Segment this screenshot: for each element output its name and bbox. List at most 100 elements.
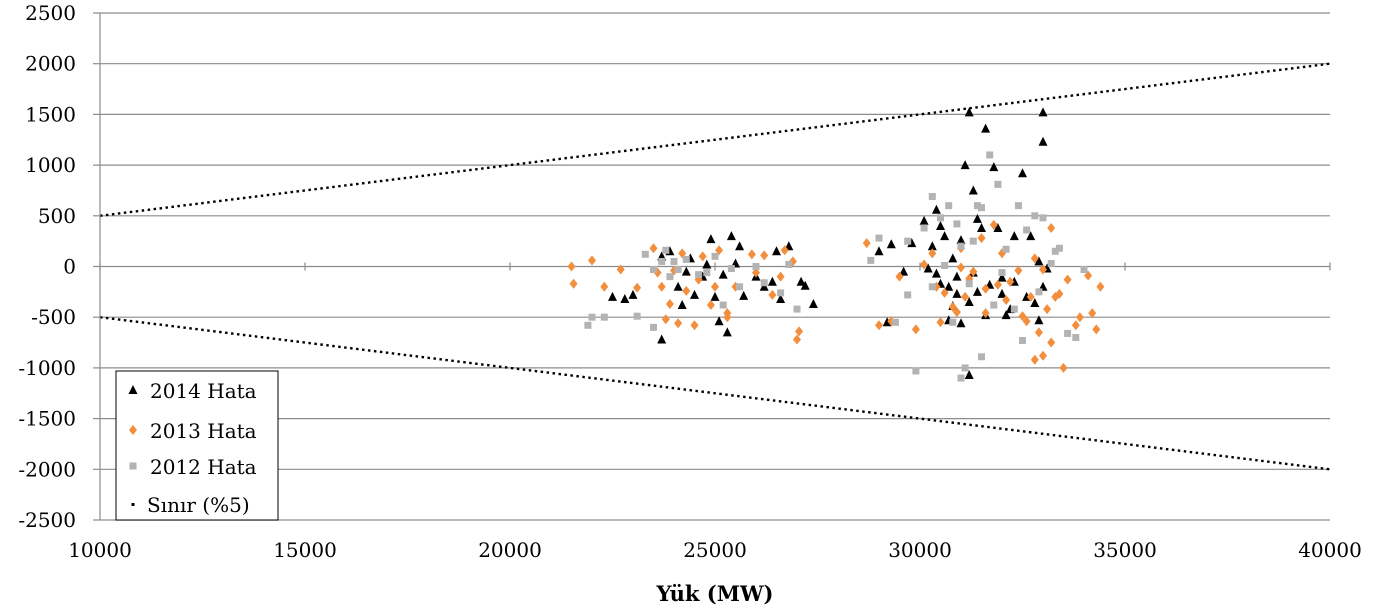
point-2014 — [940, 231, 950, 241]
point-2013 — [989, 219, 998, 230]
point-2014 — [1009, 231, 1019, 241]
y-tick-label: -2500 — [18, 508, 76, 532]
point-2014 — [767, 276, 777, 286]
point-2012 — [978, 353, 985, 361]
point-2014 — [673, 281, 683, 291]
point-2012 — [650, 323, 657, 331]
legend-marker-dot — [131, 503, 135, 506]
point-2014 — [628, 289, 638, 299]
point-2012 — [793, 305, 801, 313]
point-2013 — [1051, 291, 1060, 302]
point-2014 — [956, 235, 966, 245]
point-2014 — [927, 241, 937, 251]
point-2014 — [899, 266, 909, 276]
point-2014 — [1026, 231, 1036, 241]
point-2012 — [650, 266, 657, 274]
point-2013 — [1030, 253, 1039, 264]
point-2013 — [723, 312, 732, 323]
point-2012 — [760, 279, 768, 287]
point-2012 — [961, 364, 969, 372]
point-2014 — [882, 317, 892, 327]
point-2014 — [677, 300, 687, 310]
point-2012 — [937, 214, 944, 222]
point-2013 — [969, 266, 978, 277]
point-2012 — [920, 224, 928, 232]
legend-label-limit: Sınır (%5) — [147, 493, 250, 517]
legend-marker-diamond — [129, 425, 137, 435]
point-2012 — [584, 321, 592, 329]
point-2014 — [726, 231, 736, 241]
point-2012 — [969, 237, 977, 245]
legend-item-2013: 2013 Hata — [129, 419, 257, 443]
point-2013 — [760, 250, 769, 261]
point-2012 — [695, 271, 703, 279]
point-2012 — [588, 313, 596, 321]
point-2012 — [1010, 305, 1018, 313]
point-2013 — [1071, 320, 1080, 331]
point-2012 — [945, 202, 953, 210]
point-2013 — [993, 279, 1002, 290]
legend-box — [115, 370, 279, 521]
point-2012 — [904, 237, 912, 245]
point-2014 — [968, 185, 978, 195]
point-2014 — [948, 253, 958, 263]
point-2012 — [1014, 202, 1022, 210]
limit-line — [99, 62, 1331, 217]
point-2014 — [1030, 298, 1040, 308]
point-2012 — [928, 283, 936, 291]
point-2014 — [977, 222, 986, 232]
point-2013 — [1034, 327, 1043, 338]
point-2014 — [1038, 107, 1048, 117]
legend: 2014 Hata 2013 Hata 2012 Hata Sınır (%5) — [115, 370, 279, 521]
point-2012 — [785, 260, 793, 268]
x-tick-label: 20000 — [478, 538, 542, 562]
point-2012 — [674, 266, 682, 274]
data-points — [567, 107, 1105, 382]
point-2013 — [1084, 270, 1093, 281]
x-tick-label: 25000 — [683, 538, 747, 562]
point-2013 — [678, 248, 687, 259]
point-2013 — [862, 238, 871, 249]
point-2013 — [920, 259, 929, 270]
point-2013 — [981, 283, 990, 294]
series-2013 — [567, 219, 1105, 373]
point-2012 — [1023, 226, 1031, 234]
point-2014 — [993, 222, 1003, 232]
y-tick-label: 1500 — [25, 102, 76, 126]
y-tick-label: -1000 — [18, 356, 76, 380]
point-2012 — [752, 263, 760, 270]
point-2014 — [1018, 168, 1027, 178]
point-2012 — [703, 269, 711, 277]
point-2013 — [977, 233, 986, 244]
point-2013 — [780, 245, 789, 256]
point-2013 — [793, 334, 801, 345]
point-2014 — [874, 246, 884, 256]
point-2012 — [957, 242, 965, 250]
point-2012 — [641, 250, 649, 258]
legend-marker-triangle — [128, 385, 138, 394]
point-2012 — [990, 301, 998, 309]
point-2013 — [1047, 337, 1056, 348]
y-tick-label: -1500 — [18, 407, 76, 431]
point-2014 — [944, 281, 954, 291]
point-2013 — [936, 317, 945, 328]
point-2012 — [719, 301, 727, 309]
point-2012 — [978, 204, 985, 212]
point-2014 — [886, 239, 896, 249]
point-2013 — [1014, 265, 1023, 276]
point-2013 — [1059, 362, 1068, 373]
point-2012 — [1035, 288, 1043, 296]
point-2013 — [981, 308, 990, 319]
point-2012 — [928, 193, 936, 201]
point-2014 — [714, 316, 724, 326]
point-2012 — [867, 256, 875, 264]
point-2014 — [1038, 136, 1048, 146]
point-2012 — [633, 312, 641, 320]
point-2014 — [772, 246, 781, 256]
legend-label-2012: 2012 Hata — [150, 455, 257, 479]
point-2013 — [1030, 354, 1039, 365]
point-2012 — [1031, 212, 1039, 220]
point-2014 — [907, 238, 917, 248]
point-2013 — [633, 282, 642, 293]
plot-axes — [93, 12, 1331, 521]
